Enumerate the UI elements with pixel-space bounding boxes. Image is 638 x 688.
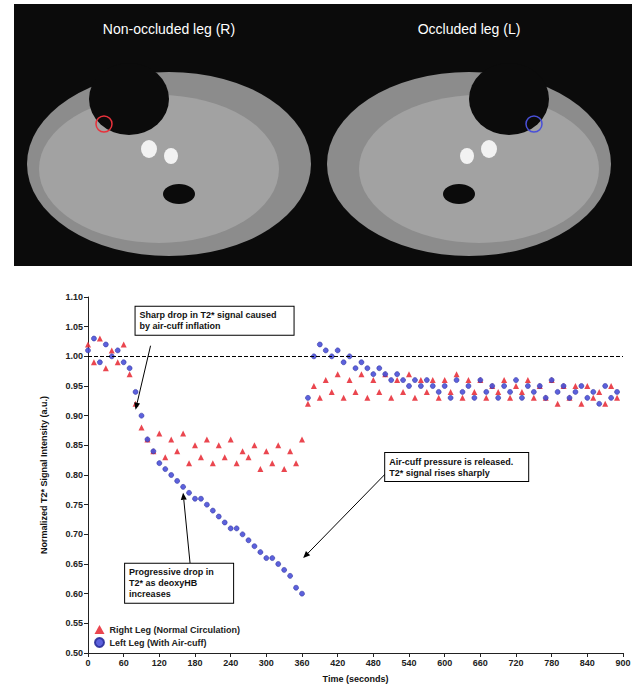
svg-text:0.90: 0.90 <box>65 411 83 421</box>
svg-text:480: 480 <box>366 658 381 668</box>
svg-text:Right Leg (Normal Circulation): Right Leg (Normal Circulation) <box>110 625 241 635</box>
svg-text:by air-cuff inflation: by air-cuff inflation <box>140 321 221 331</box>
svg-text:1.10: 1.10 <box>65 292 83 302</box>
svg-text:420: 420 <box>330 658 345 668</box>
svg-text:0.80: 0.80 <box>65 470 83 480</box>
svg-text:Air-cuff pressure is released.: Air-cuff pressure is released. <box>389 457 516 467</box>
svg-text:Left Leg (With Air-cuff): Left Leg (With Air-cuff) <box>110 638 207 648</box>
svg-text:0.70: 0.70 <box>65 529 83 539</box>
svg-text:Time (seconds): Time (seconds) <box>323 674 389 684</box>
svg-text:T2* as deoxyHB: T2* as deoxyHB <box>129 578 200 588</box>
svg-text:1.00: 1.00 <box>65 351 83 361</box>
svg-text:Progressive drop in: Progressive drop in <box>129 567 216 577</box>
svg-text:120: 120 <box>152 658 167 668</box>
svg-text:300: 300 <box>259 658 274 668</box>
svg-text:increases: increases <box>129 589 171 599</box>
svg-text:0.75: 0.75 <box>65 500 83 510</box>
svg-text:240: 240 <box>223 658 238 668</box>
svg-text:600: 600 <box>437 658 452 668</box>
svg-text:Sharp drop in T2* signal cause: Sharp drop in T2* signal caused <box>140 310 280 320</box>
svg-text:60: 60 <box>119 658 129 668</box>
svg-text:Non-occluded leg (R): Non-occluded leg (R) <box>103 21 235 37</box>
svg-text:0.65: 0.65 <box>65 559 83 569</box>
svg-text:720: 720 <box>508 658 523 668</box>
svg-text:0.55: 0.55 <box>65 618 83 628</box>
svg-text:0.85: 0.85 <box>65 440 83 450</box>
svg-text:Normalized T2* Signal Intensit: Normalized T2* Signal Intensity (a.u.) <box>39 396 49 554</box>
svg-text:0.95: 0.95 <box>65 381 83 391</box>
svg-text:0.60: 0.60 <box>65 589 83 599</box>
svg-text:T2* signal rises sharply: T2* signal rises sharply <box>389 468 490 478</box>
svg-text:360: 360 <box>294 658 309 668</box>
svg-text:840: 840 <box>580 658 595 668</box>
svg-text:900: 900 <box>615 658 630 668</box>
svg-text:780: 780 <box>544 658 559 668</box>
svg-text:180: 180 <box>187 658 202 668</box>
svg-text:540: 540 <box>401 658 416 668</box>
svg-text:660: 660 <box>473 658 488 668</box>
svg-text:1.05: 1.05 <box>65 322 83 332</box>
svg-text:Occluded leg (L): Occluded leg (L) <box>418 21 521 37</box>
svg-text:0.50: 0.50 <box>65 648 83 658</box>
svg-text:0: 0 <box>85 658 90 668</box>
